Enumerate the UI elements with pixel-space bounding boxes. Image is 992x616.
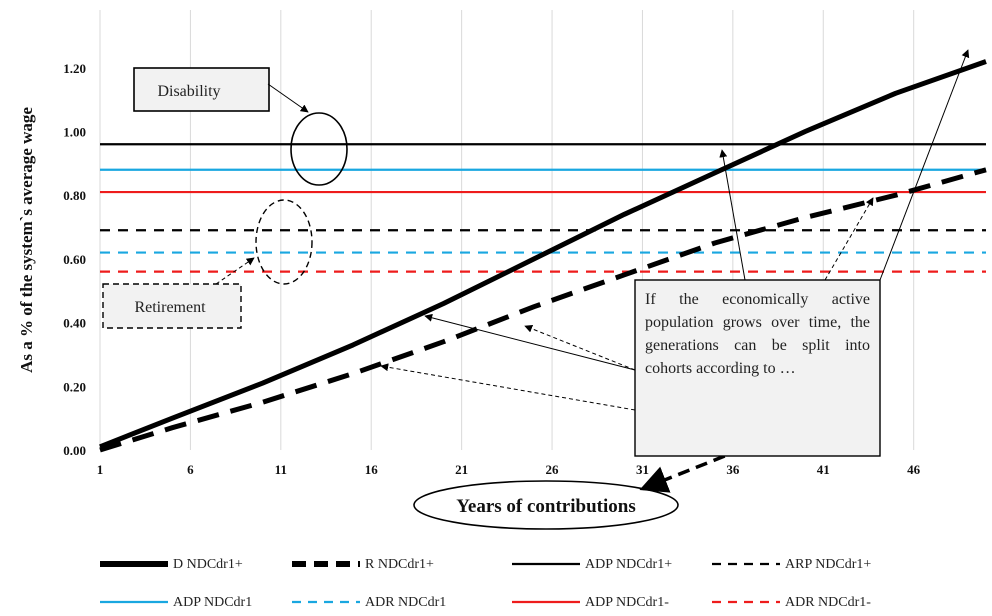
note-arrow-dashed-1 [824, 197, 874, 281]
x-axis-label-ellipse [413, 480, 679, 530]
x-tick-label-6: 6 [187, 462, 194, 477]
disability-ellipse [290, 112, 348, 186]
disability-arrow [267, 83, 309, 113]
legend-label-adp-ndcdr1-: ADP NDCdr1+ [585, 557, 672, 572]
note-arrow-solid-3 [424, 313, 636, 371]
x-tick-label-16: 16 [365, 462, 379, 477]
y-tick-label-0.20: 0.20 [63, 379, 86, 394]
y-tick-label-0.80: 0.80 [63, 188, 86, 203]
y-tick-label-1.20: 1.20 [63, 61, 86, 76]
x-tick-label-11: 11 [275, 462, 287, 477]
note-box [634, 279, 881, 457]
retirement-label: Retirement [134, 299, 206, 316]
y-tick-label-0.40: 0.40 [63, 316, 86, 331]
legend-label-adp-ndcdr1-: ADP NDCdr1- [585, 595, 669, 610]
legend: D NDCdr1+ R NDCdr1+ ADP NDCdr1+ ARP NDCdr1+… [100, 557, 871, 610]
y-tick-label-0.60: 0.60 [63, 252, 86, 267]
series-group [99, 59, 987, 453]
y-tick-label-1.00: 1.00 [63, 125, 86, 140]
retirement-box [102, 283, 242, 329]
x-axis-label: Years of contributions [456, 496, 635, 517]
note-box-text-wrap: If the economically active population gr… [645, 291, 870, 377]
note-arrow-solid-2 [879, 49, 970, 281]
legend-label-adp-ndcdr1: ADP NDCdr1 [173, 595, 252, 610]
retirement-arrow [215, 257, 255, 285]
legend-label-r-ndcdr1-: R NDCdr1+ [365, 557, 434, 572]
retirement-ellipse [255, 199, 313, 285]
series-line-r-ndcdr1- [99, 167, 987, 453]
legend-label-arp-ndcdr1-: ARP NDCdr1+ [785, 557, 871, 572]
x-tick-label-26: 26 [546, 462, 560, 477]
note-arrow-dashed-2 [524, 324, 636, 371]
x-tick-label-36: 36 [726, 462, 740, 477]
disability-box [133, 67, 270, 112]
legend-label-d-ndcdr1-: D NDCdr1+ [173, 557, 243, 572]
series-line-d-ndcdr1- [99, 59, 987, 450]
legend-label-adr-ndcdr1: ADR NDCdr1 [365, 595, 446, 610]
x-tick-label-31: 31 [636, 462, 649, 477]
legend-label-adr-ndcdr1-: ADR NDCdr1- [785, 595, 871, 610]
disability-label: Disability [157, 83, 220, 100]
y-tick-label-0.00: 0.00 [63, 443, 86, 458]
note-arrow-solid-1 [719, 149, 746, 281]
x-axis-ticks: 1 6 11 16 21 26 31 36 41 46 [97, 462, 921, 477]
x-tick-label-1: 1 [97, 462, 104, 477]
note-text: If the economically active population gr… [645, 291, 870, 377]
x-tick-label-46: 46 [907, 462, 921, 477]
y-axis-ticks: 0.00 0.20 0.40 0.60 0.80 1.00 1.20 [63, 61, 86, 458]
x-tick-label-41: 41 [817, 462, 830, 477]
y-axis-label: As a % of the system`s average wage [17, 107, 36, 373]
x-tick-label-21: 21 [455, 462, 468, 477]
note-arrow-dashed-3 [380, 363, 636, 411]
